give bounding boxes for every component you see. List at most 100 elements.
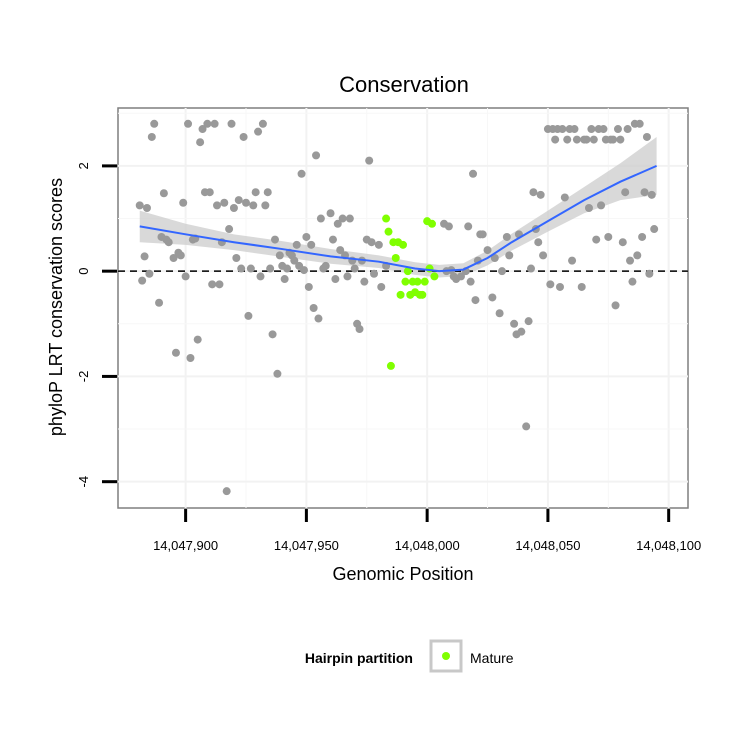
data-point xyxy=(488,293,497,302)
data-point xyxy=(283,264,292,273)
data-point xyxy=(309,304,318,312)
data-point xyxy=(558,125,567,134)
data-point xyxy=(546,280,555,289)
data-point xyxy=(227,119,236,128)
data-point xyxy=(650,225,659,234)
data-point xyxy=(225,225,234,234)
mature-point xyxy=(386,361,395,370)
x-tick-label: 14,048,000 xyxy=(395,538,460,553)
data-point xyxy=(582,135,591,144)
data-point xyxy=(198,125,207,134)
data-point xyxy=(210,119,219,128)
data-point xyxy=(307,240,316,249)
data-point xyxy=(517,327,526,336)
data-point xyxy=(263,188,272,197)
data-point xyxy=(193,335,202,344)
data-point xyxy=(258,119,267,128)
mature-point xyxy=(399,240,407,249)
data-point xyxy=(138,276,147,285)
data-point xyxy=(254,127,263,136)
data-point xyxy=(522,422,531,431)
data-point xyxy=(205,188,214,197)
data-point xyxy=(560,193,569,202)
data-point xyxy=(524,317,533,326)
data-point xyxy=(147,132,156,141)
legend: Hairpin partition Mature xyxy=(305,639,514,673)
points-other xyxy=(135,119,659,496)
data-point xyxy=(498,267,507,276)
legend-key-mature xyxy=(442,652,450,660)
data-point xyxy=(135,201,144,210)
data-point xyxy=(640,188,649,197)
data-point xyxy=(343,272,352,281)
mature-point xyxy=(391,254,400,262)
mature-point xyxy=(413,277,422,286)
data-point xyxy=(220,198,229,207)
x-tick-label: 14,047,950 xyxy=(274,538,339,553)
data-point xyxy=(510,319,519,328)
data-point xyxy=(213,201,222,210)
data-point xyxy=(444,222,453,231)
data-point xyxy=(184,119,193,128)
data-point xyxy=(536,190,545,199)
data-point xyxy=(456,272,465,281)
data-point xyxy=(616,135,625,144)
data-point xyxy=(312,151,321,160)
mature-point xyxy=(427,219,436,228)
data-point xyxy=(534,238,543,247)
data-point xyxy=(186,354,195,362)
data-point xyxy=(621,188,630,197)
data-point xyxy=(328,235,337,244)
data-point xyxy=(563,135,572,144)
data-point xyxy=(336,246,345,255)
data-point xyxy=(490,254,499,262)
smooth-fit-path xyxy=(139,164,658,273)
data-point xyxy=(647,190,656,199)
data-point xyxy=(292,240,301,249)
data-point xyxy=(527,264,536,273)
data-point xyxy=(181,272,190,281)
mature-point xyxy=(384,227,393,236)
data-point xyxy=(249,201,258,210)
data-point xyxy=(275,251,284,260)
data-point xyxy=(618,238,627,247)
legend-title: Hairpin partition xyxy=(305,650,413,666)
data-point xyxy=(374,240,383,249)
x-tick-label: 14,048,100 xyxy=(636,538,701,553)
y-tick-label: -2 xyxy=(76,371,91,383)
data-point xyxy=(239,132,248,141)
data-point xyxy=(469,169,478,178)
data-point xyxy=(623,125,632,134)
data-point xyxy=(164,238,173,247)
points-mature xyxy=(382,214,439,370)
data-point xyxy=(592,235,601,244)
data-point xyxy=(251,188,260,197)
y-axis-title: phyloP LRT conservation scores xyxy=(46,178,66,436)
data-point xyxy=(584,204,593,212)
data-point xyxy=(316,214,325,223)
data-point xyxy=(555,282,564,291)
data-point xyxy=(611,301,620,310)
data-point xyxy=(314,314,323,323)
data-point xyxy=(196,138,205,147)
data-point xyxy=(244,311,253,320)
data-point xyxy=(326,209,335,218)
data-point xyxy=(539,251,548,260)
y-axis: -4 -2 0 2 xyxy=(76,162,117,487)
data-point xyxy=(321,261,330,270)
mature-point xyxy=(418,290,427,299)
data-point xyxy=(176,251,185,260)
legend-label-mature: Mature xyxy=(470,650,514,666)
data-point xyxy=(215,280,224,289)
x-axis: 14,047,900 14,047,950 14,048,000 14,048,050… xyxy=(153,509,701,553)
legend-key-box xyxy=(429,639,463,673)
data-point xyxy=(234,196,243,205)
data-point xyxy=(222,487,231,496)
data-point xyxy=(229,204,238,212)
data-point xyxy=(502,232,511,241)
data-point xyxy=(290,256,299,265)
mature-point xyxy=(396,290,405,299)
chart-title: Conservation xyxy=(339,72,469,97)
data-point xyxy=(261,201,270,210)
data-point xyxy=(203,119,212,128)
